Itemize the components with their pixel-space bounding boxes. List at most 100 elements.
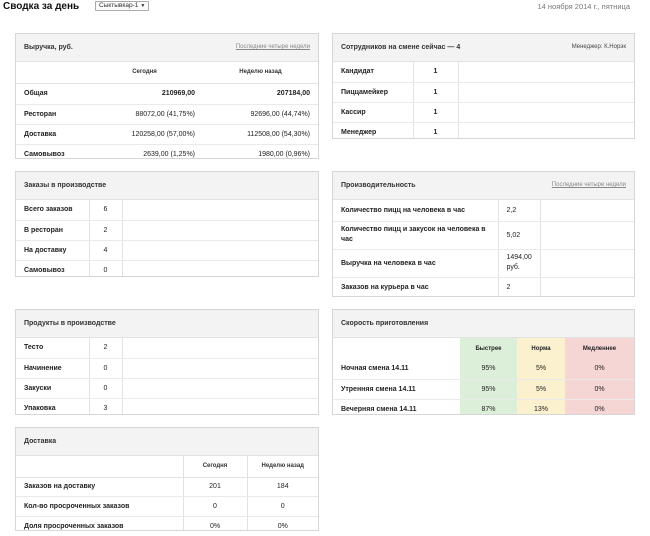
products-table: Тесто 2 Начинение 0 Закуски 0 Упаковка 3 — [16, 338, 318, 414]
delivery-week-ago-value: 0 — [247, 496, 318, 517]
orders-panel-title: Заказы в производстве — [24, 182, 107, 189]
table-row: Менеджер 1 — [333, 122, 634, 138]
speed-table-header: Быстрее Норма Медленнее — [333, 338, 634, 359]
staff-count: 1 — [413, 62, 459, 83]
speed-row-label: Утренняя смена 14.11 — [333, 379, 460, 400]
productivity-last-weeks-link[interactable]: Последние четыре недели — [551, 182, 626, 188]
productivity-panel: Производительность Последние четыре неде… — [332, 171, 635, 297]
speed-panel: Скорость приготовления Быстрее Норма Мед… — [332, 309, 635, 415]
delivery-table-header: Сегодня Неделю назад — [16, 456, 318, 478]
table-row: Закуски 0 — [16, 378, 318, 399]
delivery-row-label: Доля просроченных заказов — [16, 516, 184, 530]
staff-panel-title: Сотрудников на смене сейчас — 4 — [341, 44, 461, 51]
revenue-today-value: 210969,00 — [86, 83, 203, 105]
delivery-panel: Доставка Сегодня Неделю назад Заказов на… — [15, 427, 319, 531]
delivery-week-ago-value: 0% — [277, 522, 288, 530]
speed-panel-title: Скорость приготовления — [341, 320, 429, 327]
speed-col-norm: Норма — [517, 338, 565, 359]
productivity-panel-title: Производительность — [341, 182, 416, 189]
speed-col-fast: Быстрее — [460, 338, 517, 359]
revenue-today-value: 2639,00 (1,25%) — [143, 150, 195, 158]
revenue-today-value: 120258,00 (57,00%) — [86, 124, 203, 145]
shift-manager: Менеджер: К.Норэк — [571, 44, 626, 50]
table-row: В ресторан 2 — [16, 220, 318, 241]
table-row: Ресторан 88072,00 (41,75%) 92696,00 (44,… — [16, 104, 318, 125]
top-bar: Сводка за день Сыктывкар-1 ▼ 14 ноября 20… — [0, 0, 650, 16]
table-row: Количество пицц и закусок на человека в … — [333, 221, 634, 250]
products-panel: Продукты в производстве Тесто 2 Начинени… — [15, 309, 319, 415]
delivery-week-ago-value: 184 — [247, 477, 318, 497]
products-panel-title: Продукты в производстве — [24, 320, 116, 327]
city-select-value: Сыктывкар-1 — [99, 2, 139, 9]
revenue-week-ago-value: 1980,00 (0,96%) — [258, 150, 310, 158]
chevron-down-icon: ▼ — [140, 3, 146, 9]
revenue-table: Сегодня Неделю назад Общая 210969,00 207… — [16, 62, 318, 158]
delivery-today-value: 0 — [183, 496, 248, 517]
table-row: Тесто 2 — [16, 338, 318, 359]
table-row: Всего заказов 6 — [16, 200, 318, 221]
orders-row-label: В ресторан — [16, 220, 90, 241]
productivity-panel-header: Производительность Последние четыре неде… — [333, 172, 634, 200]
revenue-col-label — [16, 62, 86, 84]
revenue-last-weeks-link[interactable]: Последние четыре недели — [235, 44, 310, 50]
speed-fast-value: 87% — [460, 399, 517, 414]
speed-fast-value: 95% — [460, 359, 517, 380]
orders-row-label: Самовывоз — [16, 260, 90, 276]
staff-role: Кандидат — [333, 62, 414, 83]
productivity-table: Количество пицц на человека в час 2,2 Ко… — [333, 200, 634, 296]
productivity-row-value: 5,02 — [498, 221, 541, 250]
productivity-row-value: 2 — [498, 277, 541, 296]
table-row: Вечерняя смена 14.11 87% 13% 0% — [333, 399, 634, 414]
productivity-row-value: 2,2 — [498, 200, 541, 222]
staff-role: Менеджер — [333, 122, 414, 138]
staff-count: 1 — [413, 82, 459, 103]
staff-panel-header: Сотрудников на смене сейчас — 4 Менеджер… — [333, 34, 634, 62]
revenue-panel: Выручка, руб. Последние четыре недели Се… — [15, 33, 319, 159]
orders-row-value: 4 — [89, 240, 123, 261]
products-row-label: Закуски — [16, 378, 90, 399]
table-row: Общая 210969,00 207184,00 — [16, 83, 318, 105]
table-row: Кассир 1 — [333, 102, 634, 123]
staff-role: Кассир — [333, 102, 414, 123]
speed-norm-value: 13% — [517, 399, 565, 414]
staff-count: 1 — [413, 122, 459, 138]
table-row: Ночная смена 14.11 95% 5% 0% — [333, 359, 634, 380]
revenue-table-header: Сегодня Неделю назад — [16, 62, 318, 84]
table-row: Кол-во просроченных заказов 0 0 — [16, 496, 318, 517]
table-row: На доставку 4 — [16, 240, 318, 261]
products-row-value: 0 — [89, 358, 123, 379]
delivery-row-label: Кол-во просроченных заказов — [16, 496, 184, 517]
table-row: Упаковка 3 — [16, 398, 318, 414]
productivity-row-label: Количество пицц на человека в час — [333, 200, 499, 222]
delivery-today-value: 201 — [183, 477, 248, 497]
speed-fast-value: 95% — [460, 379, 517, 400]
revenue-row-label: Общая — [16, 83, 86, 105]
city-select[interactable]: Сыктывкар-1 ▼ — [95, 1, 150, 11]
revenue-panel-title: Выручка, руб. — [24, 44, 73, 51]
orders-row-label: На доставку — [16, 240, 90, 261]
delivery-panel-header: Доставка — [16, 428, 318, 456]
products-row-label: Начинение — [16, 358, 90, 379]
productivity-row-value: 1494,00 руб. — [498, 249, 541, 278]
speed-row-label: Ночная смена 14.11 — [333, 359, 460, 380]
speed-row-label: Вечерняя смена 14.11 — [341, 405, 417, 413]
speed-panel-header: Скорость приготовления — [333, 310, 634, 338]
products-row-value: 0 — [89, 378, 123, 399]
table-row: Начинение 0 — [16, 358, 318, 379]
productivity-row-label: Количество пицц и закусок на человека в … — [333, 221, 499, 250]
orders-row-value: 6 — [89, 200, 123, 221]
table-row: Доля просроченных заказов 0% 0% — [16, 516, 318, 530]
table-row: Пиццамейкер 1 — [333, 82, 634, 103]
speed-slow-value: 0% — [565, 399, 634, 414]
products-panel-header: Продукты в производстве — [16, 310, 318, 338]
revenue-row-label: Доставка — [16, 124, 86, 145]
products-row-label: Упаковка — [16, 398, 90, 414]
table-row: Количество пицц на человека в час 2,2 — [333, 200, 634, 222]
orders-row-label: Всего заказов — [16, 200, 90, 221]
speed-col-slow: Медленнее — [565, 338, 634, 359]
revenue-week-ago-value: 207184,00 — [203, 83, 318, 105]
table-row: Заказов на доставку 201 184 — [16, 477, 318, 497]
speed-table: Быстрее Норма Медленнее Ночная смена 14.… — [333, 338, 634, 414]
table-row: Самовывоз 0 — [16, 260, 318, 276]
speed-col-label — [333, 338, 460, 359]
